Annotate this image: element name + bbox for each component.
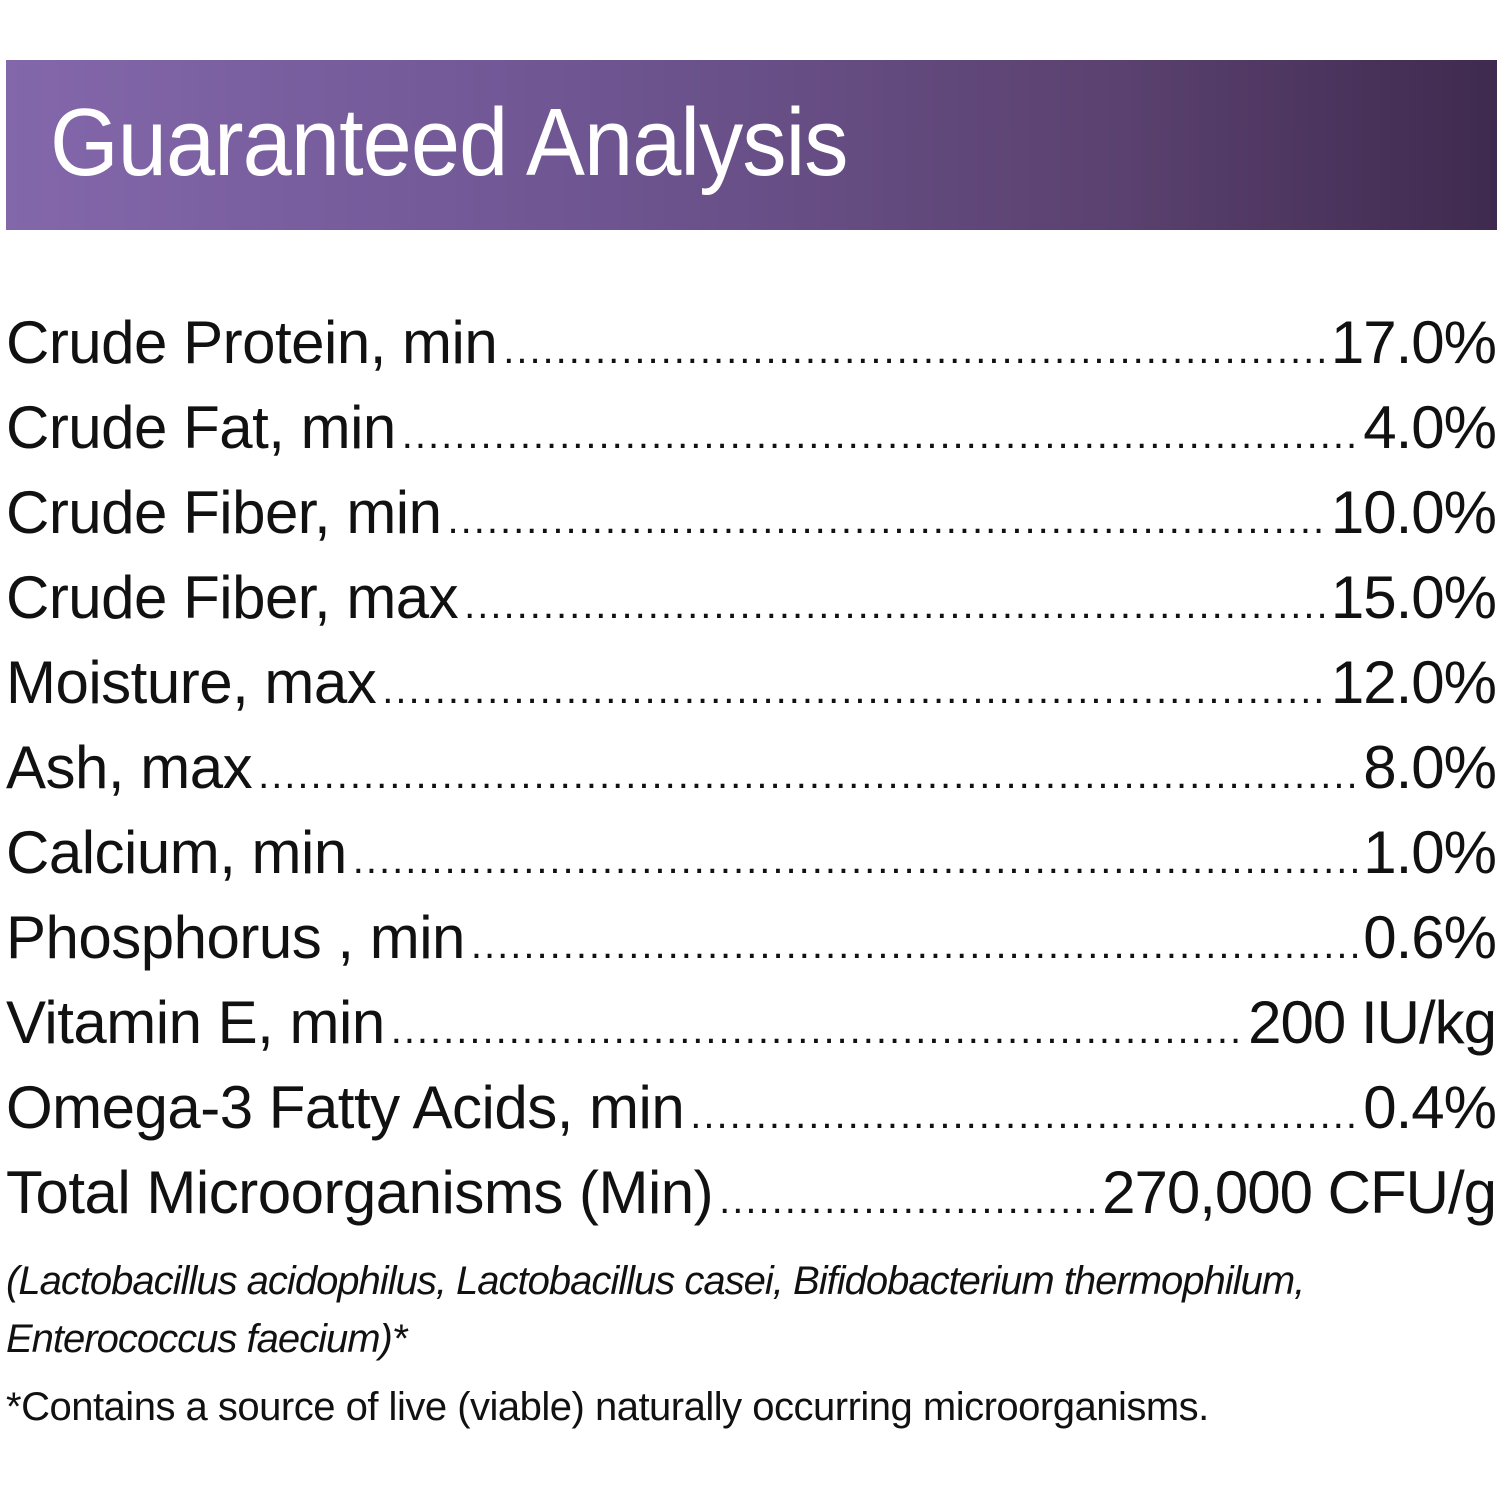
dot-leader [719, 1158, 1096, 1235]
nutrient-value: 1.0% [1363, 819, 1496, 886]
dot-leader [402, 393, 1357, 470]
nutrient-label: Crude Fat, min [6, 394, 396, 461]
nutrient-label: Moisture, max [6, 649, 377, 716]
analysis-row: Total Microorganisms (Min) 270,000 CFU/g [6, 1150, 1496, 1235]
dot-leader [690, 1073, 1357, 1150]
nutrient-label: Total Microorganisms (Min) [6, 1159, 714, 1226]
nutrient-label: Crude Fiber, max [6, 564, 459, 631]
nutrient-value: 8.0% [1363, 734, 1496, 801]
analysis-row: Ash, max 8.0% [6, 725, 1496, 810]
analysis-row: Crude Fiber, min 10.0% [6, 470, 1496, 555]
nutrient-value: 0.4% [1363, 1074, 1496, 1141]
nutrient-value: 15.0% [1330, 564, 1496, 631]
header-banner: Guaranteed Analysis [6, 60, 1497, 230]
nutrient-label: Omega-3 Fatty Acids, min [6, 1074, 685, 1141]
nutrient-label: Phosphorus , min [6, 904, 465, 971]
dot-leader [258, 733, 1357, 810]
dot-leader [464, 563, 1325, 640]
nutrient-label: Vitamin E, min [6, 989, 385, 1056]
nutrient-label: Crude Protein, min [6, 309, 498, 376]
analysis-row: Moisture, max 12.0% [6, 640, 1496, 725]
analysis-row: Omega-3 Fatty Acids, min 0.4% [6, 1065, 1496, 1150]
analysis-row: Crude Fat, min 4.0% [6, 385, 1496, 470]
analysis-row: Calcium, min 1.0% [6, 810, 1496, 895]
nutrient-value: 270,000 CFU/g [1102, 1159, 1496, 1226]
nutrient-value: 12.0% [1330, 649, 1496, 716]
microorganism-species: (Lactobacillus acidophilus, Lactobacillu… [6, 1259, 1305, 1361]
nutrient-label: Ash, max [6, 734, 253, 801]
nutrient-value: 4.0% [1363, 394, 1496, 461]
nutrient-value: 0.6% [1363, 904, 1496, 971]
page-title: Guaranteed Analysis [50, 89, 848, 196]
dot-leader [353, 818, 1358, 895]
dot-leader [382, 648, 1325, 725]
dot-leader [448, 478, 1325, 555]
nutrient-value: 17.0% [1330, 309, 1496, 376]
dot-leader [391, 988, 1242, 1065]
footnote: *Contains a source of live (viable) natu… [6, 1385, 1209, 1429]
nutrient-value: 10.0% [1330, 479, 1496, 546]
nutrient-label: Crude Fiber, min [6, 479, 442, 546]
dot-leader [471, 903, 1357, 980]
nutrient-value: 200 IU/kg [1248, 989, 1496, 1056]
nutrient-label: Calcium, min [6, 819, 347, 886]
analysis-row: Crude Protein, min 17.0% [6, 300, 1496, 385]
analysis-row: Phosphorus , min 0.6% [6, 895, 1496, 980]
analysis-row: Crude Fiber, max 15.0% [6, 555, 1496, 640]
dot-leader [503, 308, 1325, 385]
analysis-row: Vitamin E, min 200 IU/kg [6, 980, 1496, 1065]
analysis-table: Crude Protein, min 17.0% Crude Fat, min 4.0… [6, 300, 1496, 1235]
